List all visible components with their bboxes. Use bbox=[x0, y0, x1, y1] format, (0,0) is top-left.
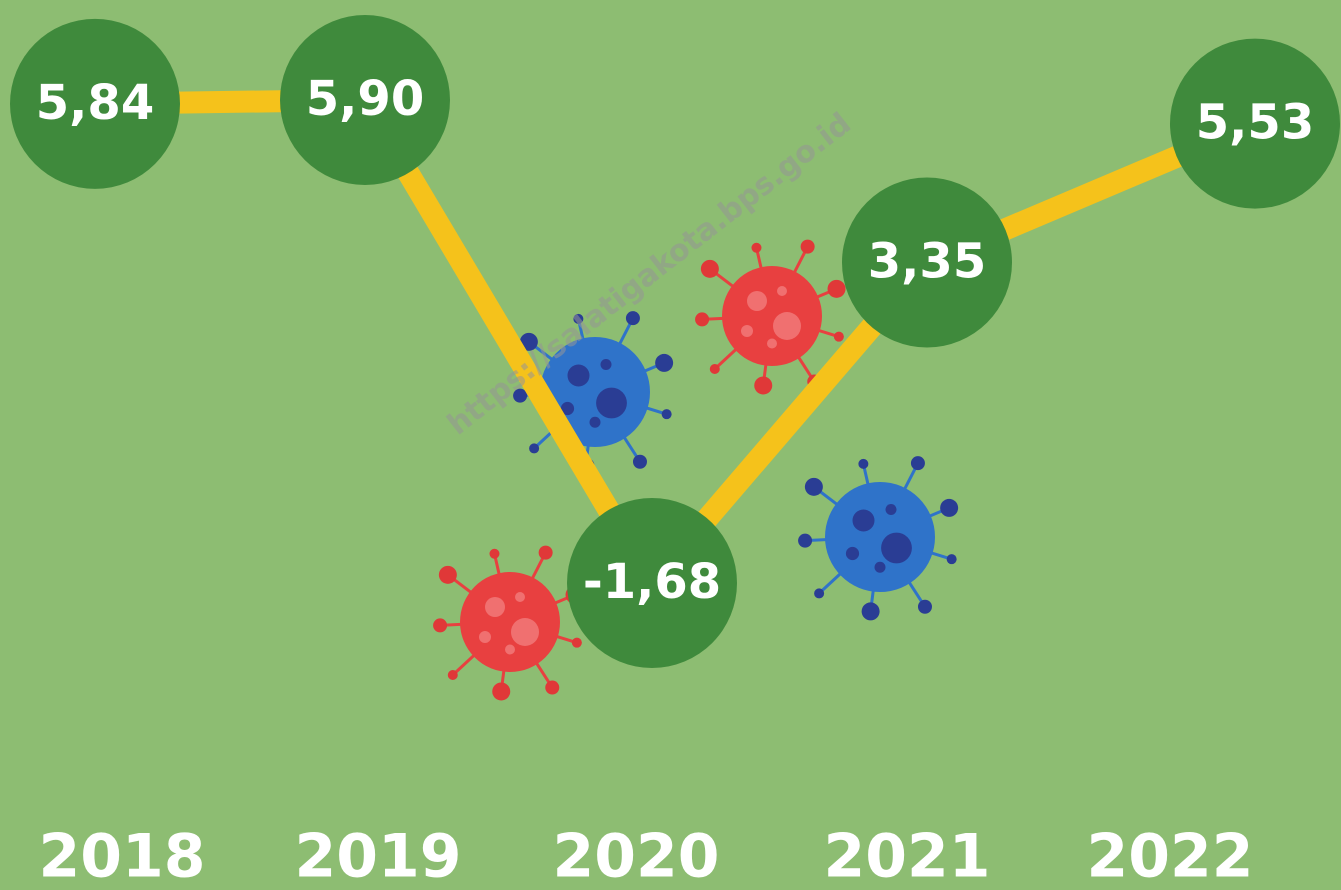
virus-body bbox=[825, 482, 935, 592]
x-tick-label: 2022 bbox=[1087, 822, 1254, 890]
virus-tip bbox=[862, 602, 880, 620]
virus-spot bbox=[777, 286, 787, 296]
value-label: 5,84 bbox=[36, 75, 154, 131]
virus-icon bbox=[433, 546, 583, 701]
virus-spot bbox=[846, 547, 859, 560]
virus-tip bbox=[633, 455, 647, 469]
virus-tip bbox=[710, 364, 720, 374]
virus-tip bbox=[662, 409, 672, 419]
virus-tip bbox=[858, 459, 868, 469]
x-tick-label: 2018 bbox=[39, 822, 206, 890]
virus-spot bbox=[853, 510, 875, 532]
virus-tip bbox=[918, 600, 932, 614]
virus-tip bbox=[701, 260, 719, 278]
virus-spot bbox=[568, 365, 590, 387]
virus-spot bbox=[479, 631, 491, 643]
virus-body bbox=[460, 572, 560, 672]
virus-spot bbox=[511, 618, 539, 646]
virus-spot bbox=[886, 504, 897, 515]
virus-tip bbox=[489, 549, 499, 559]
virus-body bbox=[722, 266, 822, 366]
virus-tip bbox=[492, 682, 510, 700]
virus-tip bbox=[439, 566, 457, 584]
virus-tip bbox=[940, 499, 958, 517]
virus-tip bbox=[572, 638, 582, 648]
x-tick-label: 2020 bbox=[553, 822, 720, 890]
virus-spot bbox=[881, 533, 912, 564]
virus-spot bbox=[590, 417, 601, 428]
virus-spot bbox=[601, 359, 612, 370]
virus-tip bbox=[695, 312, 709, 326]
virus-tip bbox=[834, 332, 844, 342]
virus-tip bbox=[814, 588, 824, 598]
virus-spot bbox=[485, 597, 505, 617]
virus-tip bbox=[448, 670, 458, 680]
virus-spot bbox=[505, 645, 515, 655]
value-label: 3,35 bbox=[868, 233, 986, 289]
value-label: 5,90 bbox=[306, 71, 424, 127]
virus-tip bbox=[911, 456, 925, 470]
virus-tip bbox=[798, 534, 812, 548]
virus-spot bbox=[596, 388, 627, 419]
virus-spot bbox=[741, 325, 753, 337]
virus-tip bbox=[529, 443, 539, 453]
plot: 5,84 2018 5,90 2019 -1,68 2020 3,35 2021 5,53 202… bbox=[10, 15, 1340, 890]
virus-tip bbox=[545, 681, 559, 695]
virus-tip bbox=[655, 354, 673, 372]
value-label: -1,68 bbox=[583, 554, 721, 610]
page: 5,84 2018 5,90 2019 -1,68 2020 3,35 2021 5,53 202… bbox=[0, 0, 1341, 890]
virus-spot bbox=[747, 291, 767, 311]
virus-tip bbox=[751, 243, 761, 253]
chart: 5,84 2018 5,90 2019 -1,68 2020 3,35 2021 5,53 202… bbox=[0, 0, 1341, 890]
virus-spot bbox=[515, 592, 525, 602]
virus-tip bbox=[433, 618, 447, 632]
virus-tip bbox=[754, 376, 772, 394]
virus-tip bbox=[947, 554, 957, 564]
virus-spot bbox=[767, 339, 777, 349]
virus-icon bbox=[798, 456, 958, 620]
virus-tip bbox=[539, 546, 553, 560]
x-tick-label: 2021 bbox=[824, 822, 991, 890]
virus-spot bbox=[773, 312, 801, 340]
virus-tip bbox=[805, 478, 823, 496]
virus-spot bbox=[875, 562, 886, 573]
virus-tip bbox=[828, 280, 846, 298]
x-tick-label: 2019 bbox=[295, 822, 462, 890]
value-label: 5,53 bbox=[1196, 95, 1314, 151]
virus-tip bbox=[801, 240, 815, 254]
virus-tip bbox=[626, 311, 640, 325]
